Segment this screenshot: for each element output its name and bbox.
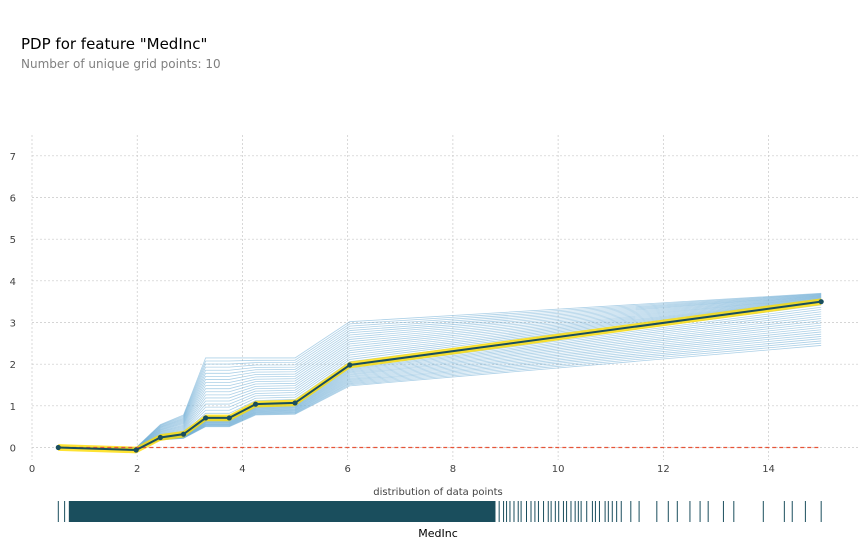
rug-dense-block	[68, 501, 495, 522]
x-axis-label: MedInc	[418, 527, 458, 540]
pdp-line	[58, 300, 822, 452]
y-tick-label: 2	[10, 360, 16, 371]
x-tick-label: 14	[762, 464, 775, 475]
y-tick-label: 7	[10, 152, 16, 163]
x-tick-label: 2	[134, 464, 140, 475]
y-tick-label: 0	[10, 444, 16, 455]
pdp-point	[252, 401, 259, 407]
pdp-point	[180, 431, 187, 437]
ice-line	[58, 292, 822, 448]
chart-title: PDP for feature "MedInc"	[21, 35, 208, 53]
x-tick-label: 4	[239, 464, 245, 475]
grid-lines	[31, 135, 858, 460]
x-tick-label: 6	[344, 464, 350, 475]
x-tick-label: 0	[29, 464, 35, 475]
pdp-point	[55, 444, 61, 451]
y-tick-label: 1	[10, 402, 16, 413]
chart-subtitle: Number of unique grid points: 10	[21, 57, 221, 71]
pdp-point	[203, 415, 209, 421]
y-tick-label: 6	[10, 194, 16, 205]
pdp-band-layer	[58, 298, 822, 454]
y-tick-label: 4	[10, 277, 16, 288]
y-tick-label: 3	[10, 319, 16, 330]
pdp-point	[347, 362, 353, 368]
pdp-point	[226, 415, 232, 421]
rug-label: distribution of data points	[373, 487, 502, 498]
x-tick-label: 12	[657, 464, 670, 475]
pdp-point	[292, 400, 298, 406]
pdp-band	[58, 298, 822, 454]
pdp-point	[133, 447, 139, 453]
pdp-point	[818, 299, 824, 305]
y-tick-label: 5	[10, 235, 16, 246]
pdp-points	[55, 299, 824, 453]
x-tick-label: 10	[552, 464, 565, 475]
rug-plot	[57, 501, 822, 522]
pdp-point	[157, 434, 163, 441]
pdp-line-layer	[58, 300, 822, 452]
x-tick-label: 8	[450, 464, 456, 475]
